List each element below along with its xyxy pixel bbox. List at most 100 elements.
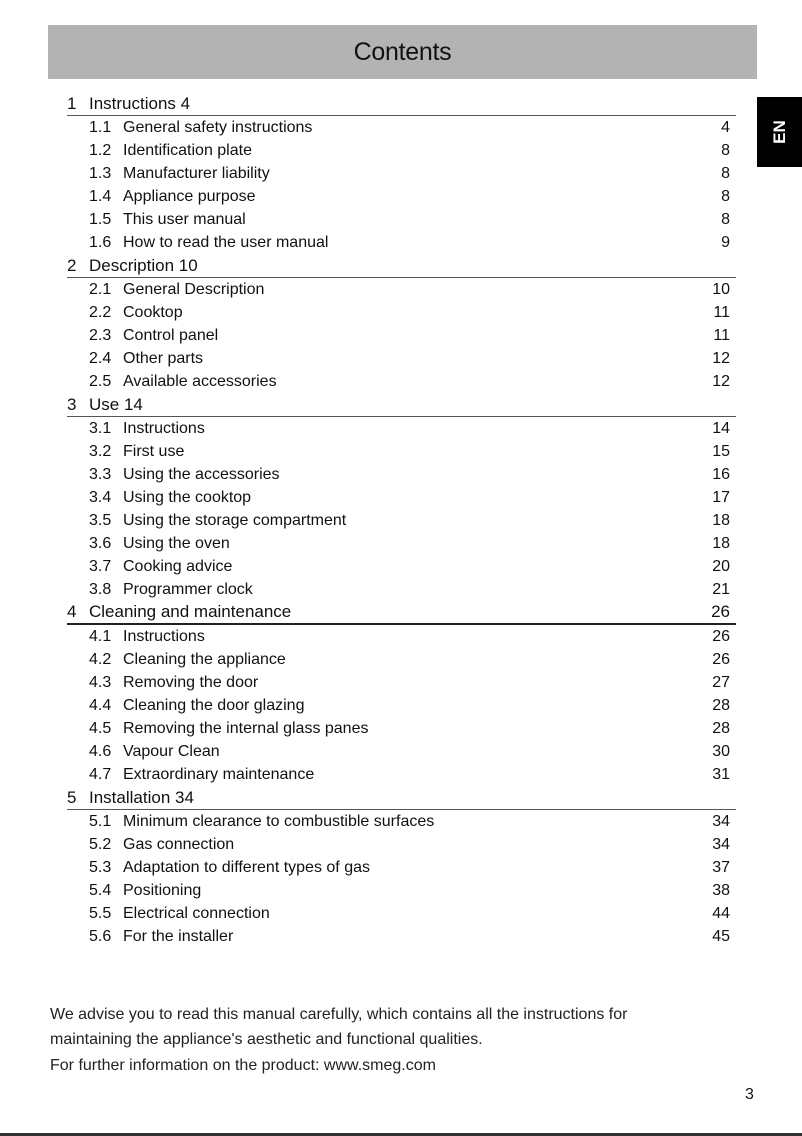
entry-number: 3.1 [89, 419, 112, 437]
toc-entry[interactable]: 5.1 Minimum clearance to combustible surf… [67, 810, 736, 833]
toc-entry[interactable]: 2.5 Available accessories 12 [67, 370, 736, 393]
section-number: 3 [67, 394, 77, 414]
entry-number: 5.4 [89, 881, 112, 899]
contents-banner: Contents [48, 25, 757, 79]
entry-page: 26 [712, 650, 730, 668]
entry-title: Appliance purpose [123, 187, 256, 205]
toc-entry[interactable]: 2.4 Other parts 12 [67, 347, 736, 370]
entry-title: Using the accessories [123, 465, 280, 483]
footer-text-line-1: We advise you to read this manual carefu… [50, 1006, 628, 1023]
entry-page: 30 [712, 742, 730, 760]
toc-entry[interactable]: 1.6 How to read the user manual 9 [67, 231, 736, 254]
toc-entry[interactable]: 3.2 First use 15 [67, 440, 736, 463]
section-page: 26 [711, 602, 730, 621]
section-number: 2 [67, 255, 77, 275]
entry-number: 1.1 [89, 118, 112, 136]
toc-entry[interactable]: 5.3 Adaptation to different types of gas 3… [67, 856, 736, 879]
toc-entry[interactable]: 1.5 This user manual 8 [67, 208, 736, 231]
entry-page: 12 [712, 372, 730, 390]
entry-title: Cooking advice [123, 557, 233, 575]
toc-entry[interactable]: 5.2 Gas connection 34 [67, 833, 736, 856]
toc-entry[interactable]: 3.3 Using the accessories 16 [67, 463, 736, 486]
section-title: Description 10 [89, 255, 198, 275]
entry-number: 5.5 [89, 904, 112, 922]
toc-entry[interactable]: 4.3 Removing the door 27 [67, 671, 736, 694]
toc-entry[interactable]: 5.5 Electrical connection 44 [67, 902, 736, 925]
toc-entry[interactable]: 3.1 Instructions 14 [67, 417, 736, 440]
entry-number: 4.5 [89, 719, 112, 737]
entry-page: 31 [712, 765, 730, 783]
toc-section-heading[interactable]: 1 Instructions 4 [67, 92, 736, 116]
toc-entry[interactable]: 4.2 Cleaning the appliance 26 [67, 648, 736, 671]
entry-number: 5.1 [89, 812, 112, 830]
toc-section-heading[interactable]: 2 Description 10 [67, 254, 736, 278]
entry-page: 16 [712, 465, 730, 483]
entry-page: 45 [712, 927, 730, 945]
toc-entry[interactable]: 5.4 Positioning 38 [67, 879, 736, 902]
entry-title: Instructions [123, 419, 205, 437]
toc-section-heading[interactable]: 5 Installation 34 [67, 786, 736, 810]
entry-page: 44 [712, 904, 730, 922]
entry-page: 11 [713, 303, 730, 321]
toc-entry[interactable]: 4.1 Instructions 26 [67, 625, 736, 648]
entry-page: 20 [712, 557, 730, 575]
toc-entry[interactable]: 1.3 Manufacturer liability 8 [67, 162, 736, 185]
entry-title: Using the oven [123, 534, 230, 552]
entry-page: 8 [721, 141, 730, 159]
entry-number: 4.6 [89, 742, 112, 760]
footer-text-line-2: maintaining the appliance's aesthetic an… [50, 1031, 483, 1048]
toc-entry[interactable]: 1.1 General safety instructions 4 [67, 116, 736, 139]
language-tab: EN [757, 97, 802, 167]
entry-number: 2.2 [89, 303, 112, 321]
entry-number: 3.7 [89, 557, 112, 575]
entry-title: Cleaning the appliance [123, 650, 286, 668]
entry-title: General Description [123, 280, 265, 298]
entry-page: 27 [712, 673, 730, 691]
entry-page: 26 [712, 627, 730, 645]
toc-entry[interactable]: 1.2 Identification plate 8 [67, 139, 736, 162]
entry-number: 5.6 [89, 927, 112, 945]
entry-number: 3.8 [89, 580, 112, 598]
entry-page: 21 [712, 580, 730, 598]
entry-number: 4.2 [89, 650, 112, 668]
entry-page: 17 [712, 488, 730, 506]
section-number: 4 [67, 602, 77, 621]
toc-entry[interactable]: 3.6 Using the oven 18 [67, 532, 736, 555]
toc-entry[interactable]: 4.5 Removing the internal glass panes 28 [67, 717, 736, 740]
toc-section-heading[interactable]: 3 Use 14 [67, 393, 736, 417]
entry-page: 9 [721, 233, 730, 251]
toc-section-heading[interactable]: 4 Cleaning and maintenance 26 [67, 601, 736, 625]
toc-entry[interactable]: 2.3 Control panel 11 [67, 324, 736, 347]
toc-entry[interactable]: 5.6 For the installer 45 [67, 925, 736, 948]
entry-number: 3.3 [89, 465, 112, 483]
entry-number: 5.3 [89, 858, 112, 876]
toc-entry[interactable]: 4.7 Extraordinary maintenance 31 [67, 763, 736, 786]
entry-number: 2.4 [89, 349, 112, 367]
entry-page: 18 [712, 534, 730, 552]
toc-entry[interactable]: 3.4 Using the cooktop 17 [67, 486, 736, 509]
toc-entry[interactable]: 3.7 Cooking advice 20 [67, 555, 736, 578]
toc-entry[interactable]: 4.4 Cleaning the door glazing 28 [67, 694, 736, 717]
toc-entry[interactable]: 3.5 Using the storage compartment 18 [67, 509, 736, 532]
entry-number: 2.5 [89, 372, 112, 390]
toc-entry[interactable]: 2.1 General Description 10 [67, 278, 736, 301]
entry-title: Cleaning the door glazing [123, 696, 305, 714]
entry-page: 8 [721, 187, 730, 205]
toc-entry[interactable]: 2.2 Cooktop 11 [67, 301, 736, 324]
entry-title: Available accessories [123, 372, 277, 390]
entry-page: 8 [721, 210, 730, 228]
entry-number: 1.6 [89, 233, 112, 251]
toc-entry[interactable]: 1.4 Appliance purpose 8 [67, 185, 736, 208]
toc-entry[interactable]: 3.8 Programmer clock 21 [67, 578, 736, 601]
entry-number: 5.2 [89, 835, 112, 853]
entry-title: Cooktop [123, 303, 183, 321]
entry-number: 1.4 [89, 187, 112, 205]
language-label: EN [769, 120, 789, 144]
entry-page: 14 [712, 419, 730, 437]
table-of-contents: 1 Instructions 4 1.1 General safety instruc… [67, 92, 736, 948]
entry-title: Identification plate [123, 141, 252, 159]
toc-entry[interactable]: 4.6 Vapour Clean 30 [67, 740, 736, 763]
entry-page: 28 [712, 719, 730, 737]
entry-page: 28 [712, 696, 730, 714]
entry-page: 4 [721, 118, 730, 136]
